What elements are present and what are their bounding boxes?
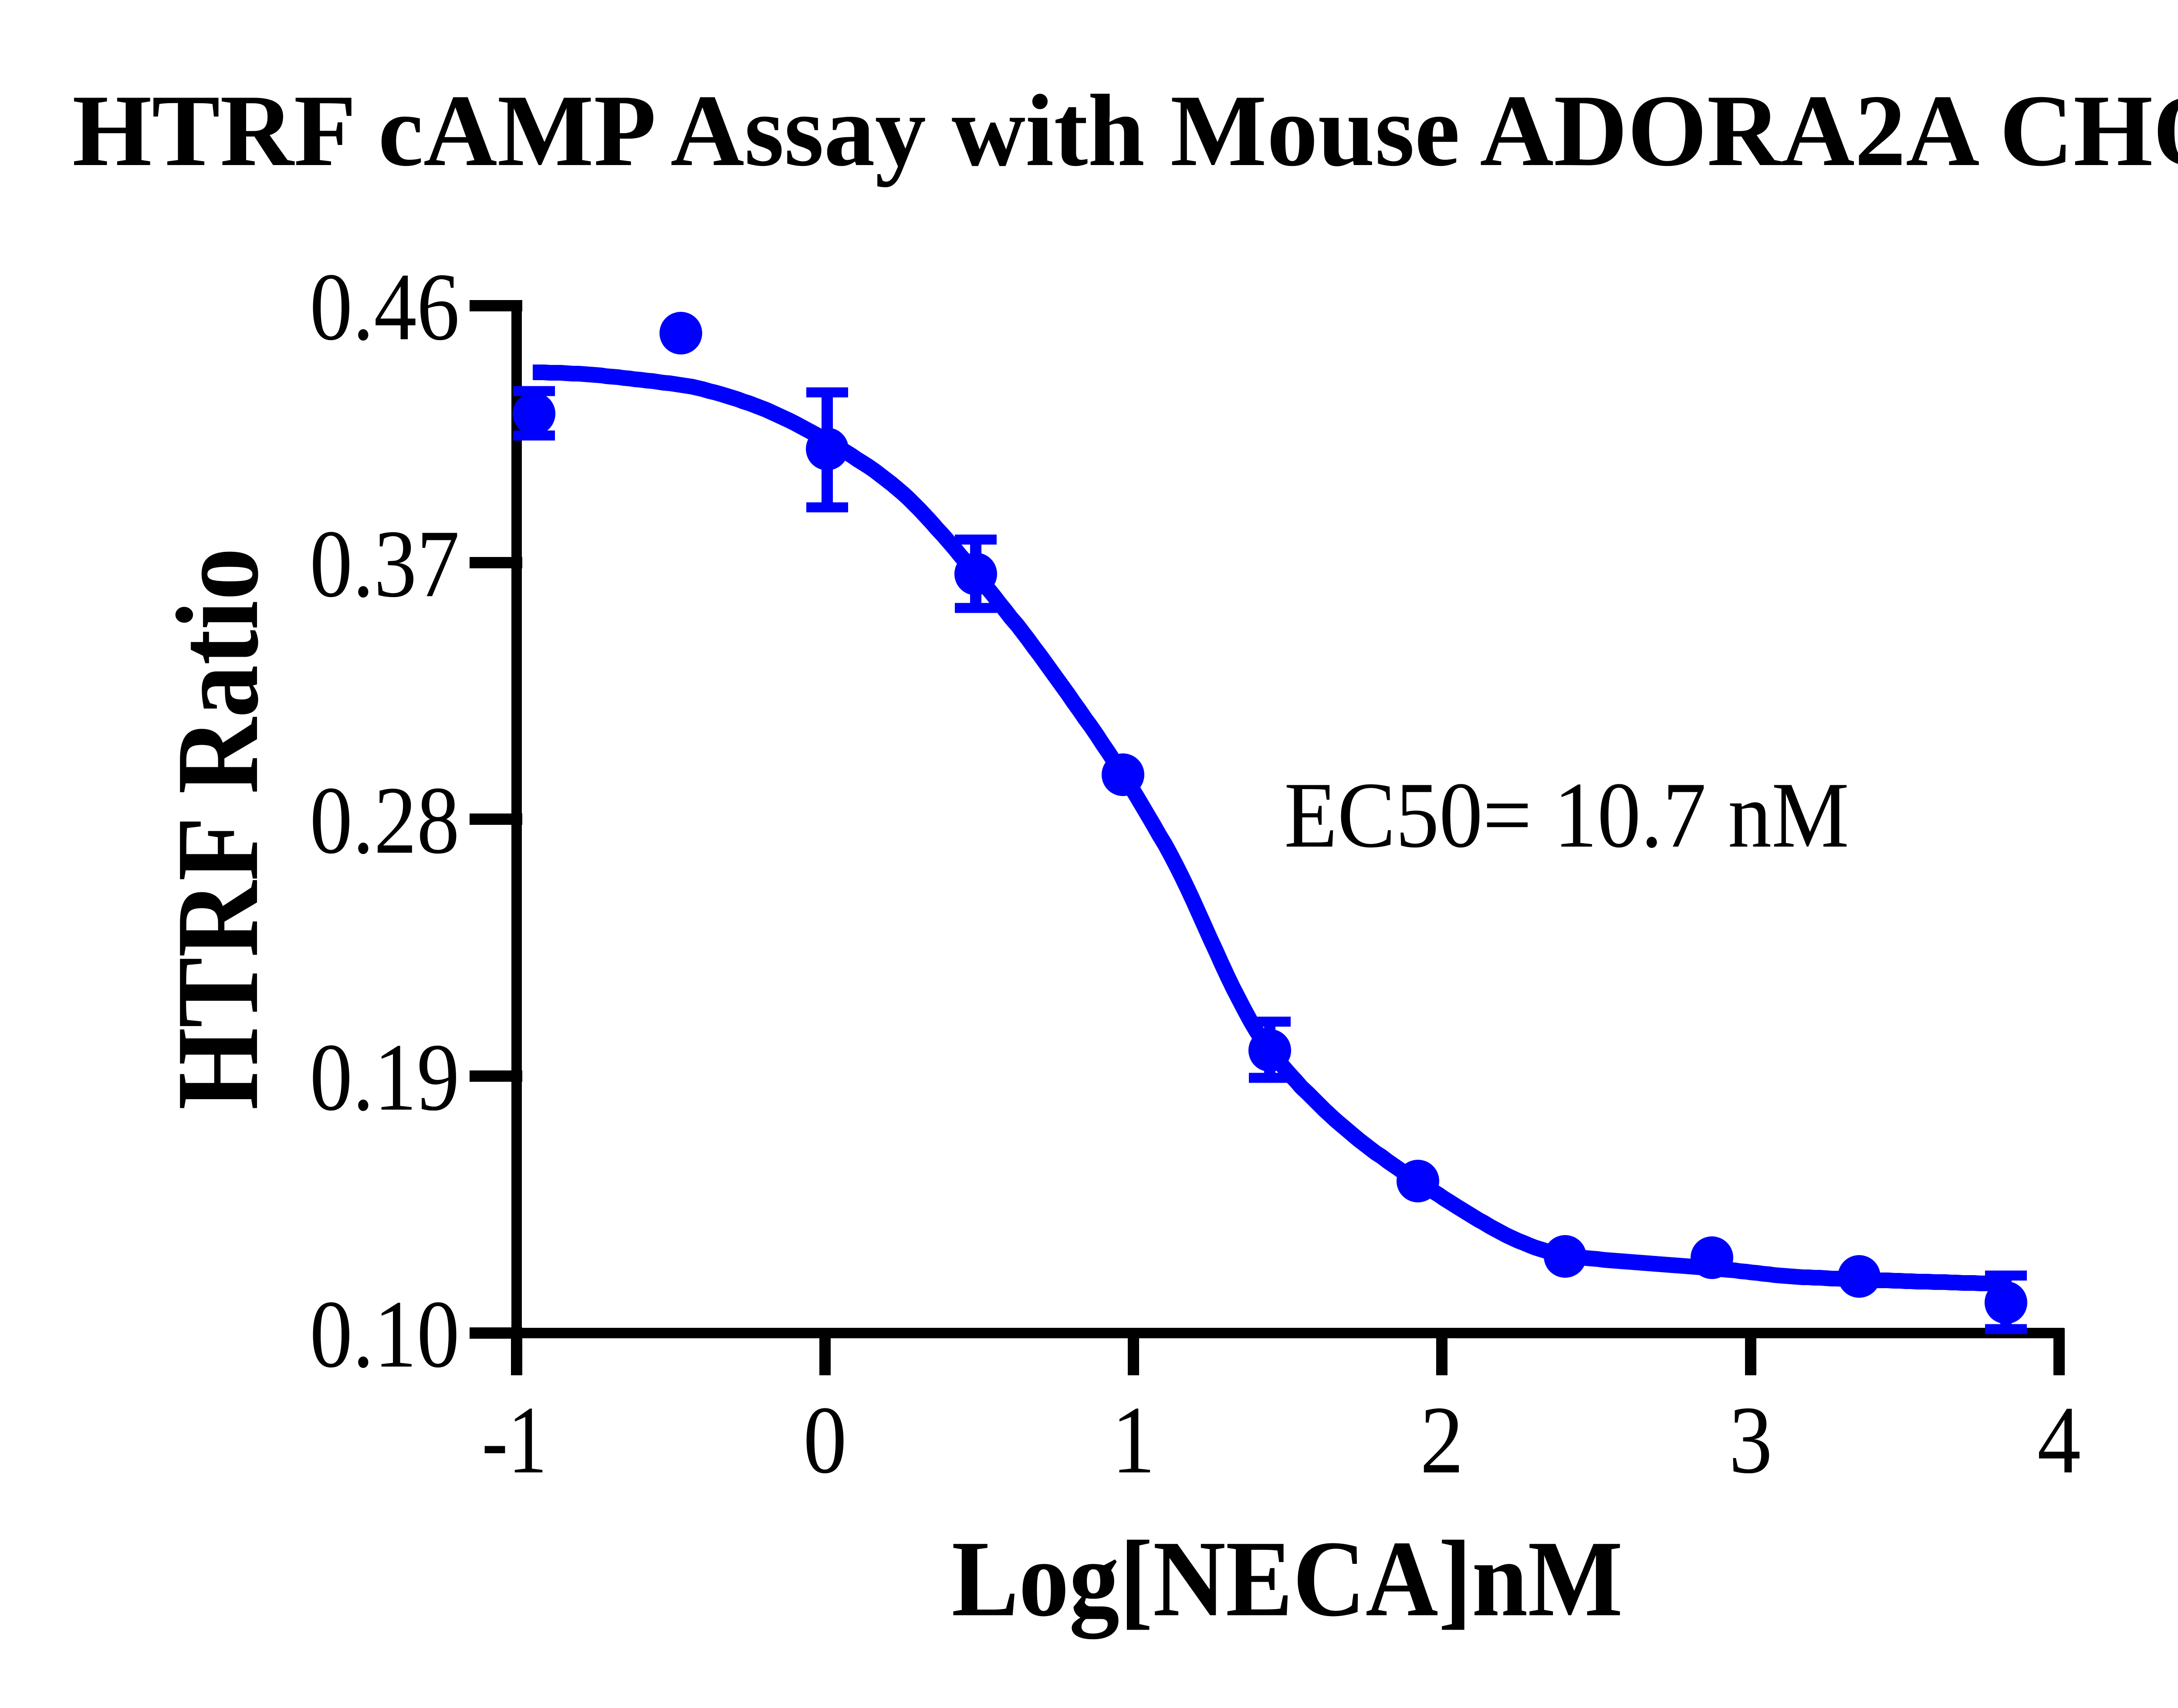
svg-text:0.28: 0.28 — [310, 767, 460, 874]
svg-text:EC50= 10.7 nM: EC50= 10.7 nM — [1284, 763, 1849, 867]
svg-text:0.46: 0.46 — [310, 253, 460, 361]
svg-text:-1: -1 — [482, 1387, 547, 1494]
svg-text:3: 3 — [1729, 1387, 1772, 1494]
svg-text:4: 4 — [2037, 1387, 2081, 1494]
svg-text:1: 1 — [1112, 1387, 1155, 1494]
svg-text:HTRF cAMP Assay with Mouse ADO: HTRF cAMP Assay with Mouse ADORA2A CHO(C… — [72, 65, 2178, 188]
svg-text:Log[NECA]nM: Log[NECA]nM — [952, 1519, 1623, 1639]
svg-text:0: 0 — [803, 1387, 847, 1494]
svg-text:0.37: 0.37 — [310, 510, 460, 618]
svg-text:0.10: 0.10 — [310, 1281, 460, 1388]
svg-text:0.19: 0.19 — [310, 1024, 460, 1131]
svg-text:HTRF Ratio: HTRF Ratio — [152, 548, 283, 1110]
svg-text:2: 2 — [1420, 1387, 1464, 1494]
